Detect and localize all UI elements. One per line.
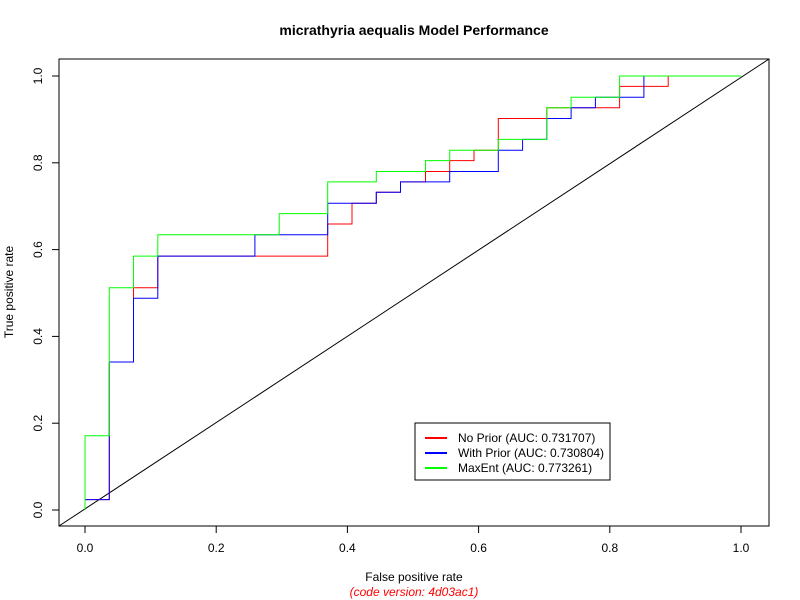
y-axis: 0.0 0.2 0.4 0.6 0.8 1.0	[31, 67, 60, 518]
y-tick-label: 1.0	[31, 67, 45, 84]
x-tick-label: 0.2	[208, 541, 225, 555]
x-axis: 0.0 0.2 0.4 0.6 0.8 1.0	[77, 525, 750, 555]
x-tick-label: 0.8	[601, 541, 618, 555]
legend-label-1: With Prior (AUC: 0.730804)	[458, 446, 604, 460]
x-axis-label: False positive rate	[365, 570, 463, 584]
code-version-caption: (code version: 4d03ac1)	[350, 585, 479, 599]
y-tick-label: 0.0	[31, 501, 45, 518]
y-tick-label: 0.6	[31, 241, 45, 258]
x-tick-label: 0.0	[77, 541, 94, 555]
x-tick-label: 1.0	[733, 541, 750, 555]
diagonal-reference-line	[58, 58, 770, 527]
x-tick-label: 0.6	[470, 541, 487, 555]
series-line-2	[84, 75, 741, 510]
x-tick-label: 0.4	[339, 541, 356, 555]
y-axis-label: True positive rate	[2, 246, 16, 339]
chart-title: micrathyria aequalis Model Performance	[279, 22, 548, 38]
plot-area	[58, 58, 770, 527]
legend-box	[414, 422, 611, 481]
legend-label-0: No Prior (AUC: 0.731707)	[458, 431, 595, 445]
series-layer	[84, 75, 741, 510]
y-tick-label: 0.2	[31, 415, 45, 432]
legend-label-2: MaxEnt (AUC: 0.773261)	[458, 461, 592, 475]
y-tick-label: 0.4	[31, 328, 45, 345]
legend: No Prior (AUC: 0.731707)With Prior (AUC:…	[414, 422, 611, 481]
y-tick-label: 0.8	[31, 154, 45, 171]
